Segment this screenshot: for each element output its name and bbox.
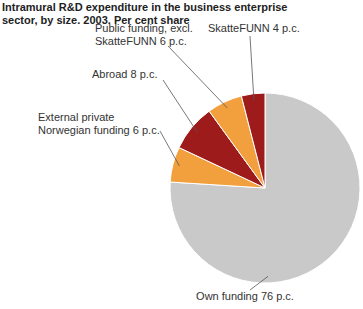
slice-label-line: External private — [38, 111, 114, 123]
leader-line — [250, 36, 254, 100]
leader-line — [168, 46, 227, 108]
pie-slice — [241, 93, 265, 188]
slice-label-line: Norwegian funding 6 p.c. — [38, 124, 160, 136]
pie-slice — [170, 93, 360, 283]
slice-label: Abroad 8 p.c. — [92, 68, 157, 80]
slice-label-line: Public funding, excl. — [95, 22, 193, 34]
label-part: Own funding — [196, 290, 258, 302]
leader-line — [250, 276, 268, 290]
label-part: 6 p.c. — [130, 124, 160, 136]
slice-label: Own funding 76 p.c. — [196, 290, 294, 302]
label-part: 8 p.c. — [127, 68, 157, 80]
slice-label-line: SkatteFUNN 4 p.c. — [208, 22, 300, 34]
labels: Own funding 76 p.c. External privateNorwe… — [38, 22, 300, 302]
label-part: External private — [38, 111, 114, 123]
slice-label: SkatteFUNN 4 p.c. — [208, 22, 300, 34]
leader-line — [163, 80, 197, 132]
title-part: Intramural R&D expenditure in the busine… — [2, 1, 287, 13]
label-part: Norwegian funding — [38, 124, 130, 136]
slice-label-line: Abroad 8 p.c. — [92, 68, 157, 80]
slices — [170, 93, 360, 283]
slice-label: Public funding, excl.SkatteFUNN 6 p.c. — [95, 22, 193, 47]
leader-line — [160, 131, 179, 166]
slice-label: External privateNorwegian funding 6 p.c. — [38, 111, 160, 136]
slice-label-line: Own funding 76 p.c. — [196, 290, 294, 302]
chart: Intramural R&D expenditure in the busine… — [0, 0, 363, 309]
label-part: 76 p.c. — [258, 290, 294, 302]
label-part: SkatteFUNN — [95, 35, 157, 47]
label-part: SkatteFUNN — [208, 22, 270, 34]
label-part: Public funding, excl. — [95, 22, 193, 34]
label-part: 6 p.c. — [157, 35, 187, 47]
label-part: 4 p.c. — [270, 22, 300, 34]
label-part: Abroad — [92, 68, 127, 80]
title: Intramural R&D expenditure in the busine… — [2, 1, 287, 13]
slice-label-line: SkatteFUNN 6 p.c. — [95, 35, 187, 47]
